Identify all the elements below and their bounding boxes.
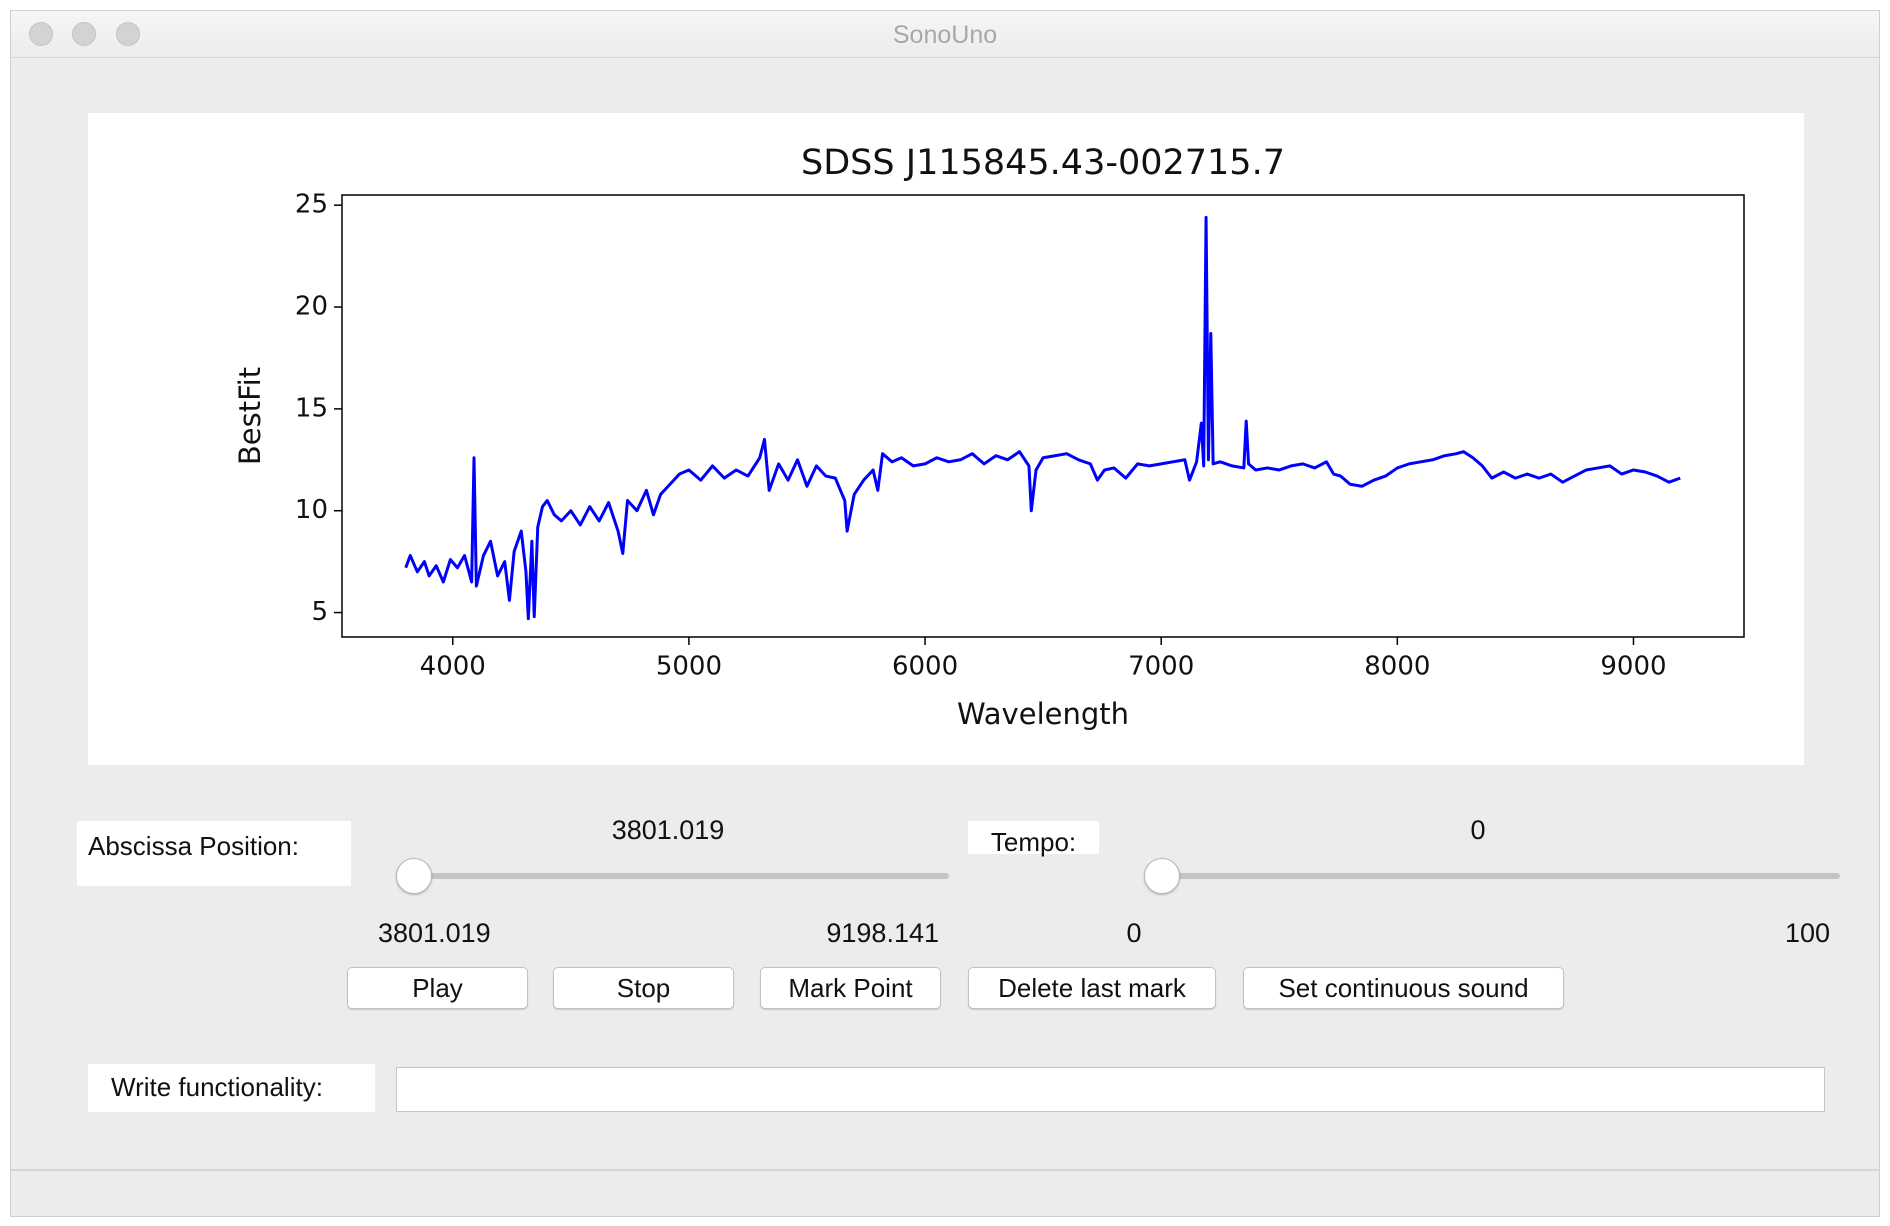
- abscissa-min: 3801.019: [378, 918, 491, 948]
- title-bar: SonoUno: [11, 11, 1879, 58]
- play-button[interactable]: Play: [347, 967, 528, 1009]
- x-axis-label: Wavelength: [957, 697, 1129, 731]
- x-tick-label: 8000: [1364, 652, 1430, 682]
- close-button[interactable]: [29, 22, 53, 46]
- abscissa-label: Abscissa Position:: [77, 821, 351, 886]
- separator: [11, 1169, 1879, 1171]
- abscissa-max: 9198.141: [826, 918, 939, 948]
- y-tick-label: 25: [295, 190, 328, 220]
- x-tick-label: 5000: [656, 652, 722, 682]
- x-tick-label: 6000: [892, 652, 958, 682]
- tempo-slider-thumb[interactable]: [1144, 858, 1180, 894]
- y-tick-label: 20: [295, 292, 328, 322]
- stop-button[interactable]: Stop: [553, 967, 734, 1009]
- y-tick-label: 5: [311, 597, 328, 627]
- tempo-label: Tempo:: [968, 821, 1099, 857]
- tempo-value: 0: [1470, 815, 1486, 845]
- plot-panel: SDSS J115845.43-002715.7 Wavelength Best…: [88, 113, 1804, 765]
- app-window: SonoUno SDSS J115845.43-002715.7 Wavelen…: [10, 10, 1880, 1217]
- mark-point-button[interactable]: Mark Point: [760, 967, 941, 1009]
- spectrum-line: [404, 215, 1681, 621]
- axes-frame: [341, 194, 1745, 638]
- y-tick-label: 15: [295, 393, 328, 423]
- abscissa-slider-track[interactable]: [396, 873, 949, 879]
- delete-mark-button[interactable]: Delete last mark: [968, 967, 1216, 1009]
- x-tick-label: 4000: [420, 652, 486, 682]
- x-tick-label: 7000: [1128, 652, 1194, 682]
- y-axis-label: BestFit: [233, 367, 267, 465]
- tempo-slider-track[interactable]: [1144, 873, 1840, 879]
- tempo-max: 100: [1784, 918, 1830, 948]
- window-title: SonoUno: [892, 21, 998, 49]
- abscissa-value: 3801.019: [611, 815, 725, 845]
- zoom-button[interactable]: [116, 22, 140, 46]
- y-tick-label: 10: [295, 495, 328, 525]
- tempo-min: 0: [1126, 918, 1142, 948]
- x-tick-label: 9000: [1600, 652, 1666, 682]
- chart: SDSS J115845.43-002715.7 Wavelength Best…: [233, 143, 1745, 731]
- write-input[interactable]: [396, 1067, 1825, 1112]
- minimize-button[interactable]: [72, 22, 96, 46]
- abscissa-slider-thumb[interactable]: [396, 858, 432, 894]
- chart-title: SDSS J115845.43-002715.7: [801, 143, 1285, 183]
- write-label: Write functionality:: [88, 1064, 375, 1112]
- continuous-sound-button[interactable]: Set continuous sound: [1243, 967, 1564, 1009]
